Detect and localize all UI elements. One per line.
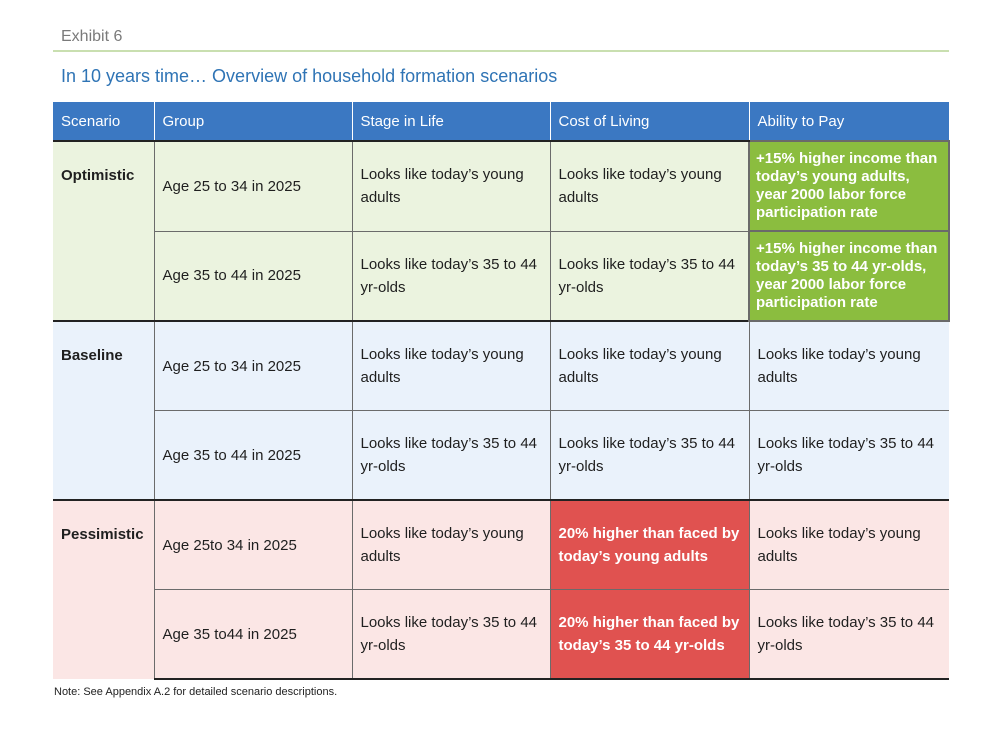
cost-cell: Looks like today’s 35 to 44 yr-olds bbox=[549, 230, 749, 321]
ability-cell: Looks like today’s 35 to 44 yr-olds bbox=[748, 410, 949, 500]
cost-cell: Looks like today’s young adults bbox=[549, 140, 749, 231]
scenario-optimistic: Optimistic bbox=[53, 140, 154, 321]
header-stage-in-life: Stage in Life bbox=[351, 102, 550, 141]
stage-cell: Looks like today’s 35 to 44 yr-olds bbox=[351, 410, 550, 500]
group-cell: Age 35 to 44 in 2025 bbox=[153, 230, 352, 321]
stage-cell: Looks like today’s 35 to 44 yr-olds bbox=[351, 589, 550, 680]
stage-cell: Looks like today’s 35 to 44 yr-olds bbox=[351, 230, 550, 321]
ability-cell-highlight: +15% higher income than today’s 35 to 44… bbox=[748, 230, 950, 322]
exhibit-label: Exhibit 6 bbox=[61, 28, 123, 45]
stage-cell: Looks like today’s young adults bbox=[351, 140, 550, 231]
title-divider bbox=[53, 50, 949, 52]
group-cell: Age 25to 34 in 2025 bbox=[153, 499, 352, 590]
header-group: Group bbox=[153, 102, 352, 141]
table-header-row: Scenario Group Stage in Life Cost of Liv… bbox=[53, 102, 949, 141]
table-row: Age 35 to 44 in 2025 Looks like today’s … bbox=[53, 230, 950, 322]
page-title: In 10 years time… Overview of household … bbox=[61, 66, 558, 86]
table-row: Age 35 to44 in 2025 Looks like today’s 3… bbox=[53, 589, 949, 680]
group-cell: Age 25 to 34 in 2025 bbox=[153, 320, 352, 411]
cost-cell: Looks like today’s 35 to 44 yr-olds bbox=[549, 410, 749, 500]
table-row: Pessimistic Age 25to 34 in 2025 Looks li… bbox=[53, 499, 949, 679]
table-row: Baseline Age 25 to 34 in 2025 Looks like… bbox=[53, 320, 949, 500]
cost-cell: Looks like today’s young adults bbox=[549, 320, 749, 411]
ability-cell: Looks like today’s young adults bbox=[748, 499, 949, 590]
cost-cell-highlight: 20% higher than faced by today’s young a… bbox=[549, 499, 749, 590]
stage-cell: Looks like today’s young adults bbox=[351, 499, 550, 590]
ability-cell-highlight: +15% higher income than today’s young ad… bbox=[748, 140, 950, 232]
header-scenario: Scenario bbox=[53, 102, 154, 141]
scenario-pessimistic: Pessimistic bbox=[53, 499, 154, 679]
ability-cell: Looks like today’s young adults bbox=[748, 320, 949, 411]
group-cell: Age 35 to 44 in 2025 bbox=[153, 410, 352, 500]
scenario-baseline: Baseline bbox=[53, 320, 154, 500]
stage-cell: Looks like today’s young adults bbox=[351, 320, 550, 411]
footnote: Note: See Appendix A.2 for detailed scen… bbox=[54, 686, 338, 698]
header-cost-of-living: Cost of Living bbox=[549, 102, 749, 141]
table-row: Age 35 to 44 in 2025 Looks like today’s … bbox=[53, 410, 949, 500]
scenario-table: Scenario Group Stage in Life Cost of Liv… bbox=[53, 102, 950, 680]
group-cell: Age 35 to44 in 2025 bbox=[153, 589, 352, 680]
table-row: Optimistic Age 25 to 34 in 2025 Looks li… bbox=[53, 140, 950, 321]
group-cell: Age 25 to 34 in 2025 bbox=[153, 140, 352, 231]
ability-cell: Looks like today’s 35 to 44 yr-olds bbox=[748, 589, 949, 680]
header-ability-to-pay: Ability to Pay bbox=[748, 102, 949, 141]
cost-cell-highlight: 20% higher than faced by today’s 35 to 4… bbox=[549, 589, 749, 680]
